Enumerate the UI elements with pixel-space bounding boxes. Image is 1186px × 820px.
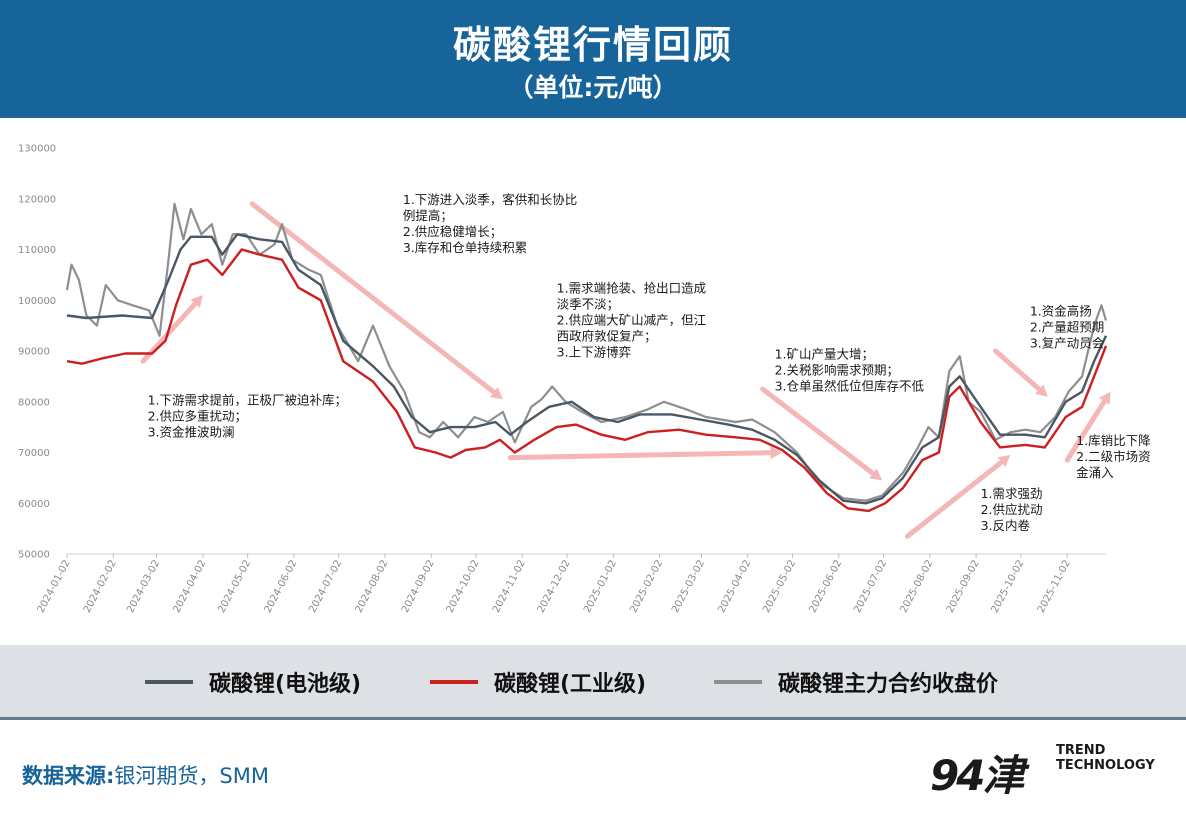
x-axis: 2024-01-02 2024-02-02 2024-03-02 2024-04-02…	[36, 553, 1106, 615]
legend-item-battery: 碳酸锂(电池级)	[145, 667, 361, 697]
legend-swatch-industrial	[430, 680, 478, 684]
annotation-text: 1.需求端抢装、抢出口造成淡季不淡； 2.供应端大矿山减产，但江西政府敦促复产； 3…	[557, 281, 706, 360]
x-tick-label: 2025-02-02	[628, 558, 665, 614]
series-futures	[65, 202, 1108, 502]
logo-text-trend: TREND	[1056, 743, 1106, 758]
x-tick-label: 2025-04-02	[716, 558, 753, 614]
logo-text-technology: TECHNOLOGY	[1056, 758, 1155, 773]
trend-arrow	[507, 446, 783, 461]
x-tick-label: 2025-10-02	[990, 558, 1027, 614]
legend-label-battery: 碳酸锂(电池级)	[209, 672, 362, 697]
trend-arrow	[904, 455, 1011, 539]
annotation-text: 1.下游需求提前，正极厂被迫补库； 2.供应多重扰动； 3.资金推波助澜	[148, 392, 347, 439]
legend-swatch-battery	[145, 680, 193, 684]
x-tick-label: 2024-09-02	[400, 558, 437, 614]
trend-arrows	[140, 201, 1111, 539]
source-label: 数据来源:	[22, 764, 115, 788]
annotation-text: 1.矿山产量大增； 2.关税影响需求预期； 3.仓单虽然低位但库存不低	[775, 347, 925, 394]
legend-label-futures: 碳酸锂主力合约收盘价	[778, 672, 999, 697]
annotation-text: 1.下游进入淡季，客供和长协比例提高； 2.供应稳健增长； 3.库存和仓单持续积累	[403, 192, 577, 255]
annotation-text: 1.库销比下降 2.二级市场资金涌入	[1076, 433, 1151, 480]
x-tick-label: 2024-10-02	[445, 558, 482, 614]
x-tick-label: 2025-11-02	[1036, 558, 1073, 614]
trend-arrow	[993, 348, 1048, 397]
source-value: 银河期货，SMM	[114, 764, 269, 788]
legend-item-futures: 碳酸锂主力合约收盘价	[714, 667, 998, 697]
x-tick-label: 2024-11-02	[491, 558, 528, 614]
legend-item-industrial: 碳酸锂(工业级)	[430, 667, 646, 697]
x-tick-label: 2024-12-02	[536, 558, 573, 614]
logo-mark: 94津	[930, 751, 1024, 800]
data-source: 数据来源:银河期货，SMM	[22, 760, 269, 790]
series-lines	[65, 202, 1108, 513]
x-tick-label: 2024-05-02	[216, 558, 253, 614]
x-tick-label: 2024-07-02	[307, 558, 344, 614]
y-axis: 50000 60000 70000 80000 90000 100000 110000 120…	[18, 144, 56, 561]
trend-arrow	[760, 386, 883, 481]
legend-label-industrial: 碳酸锂(工业级)	[494, 672, 647, 697]
chart-subtitle: （单位:元/吨）	[508, 73, 678, 102]
x-tick-label: 2025-07-02	[852, 558, 889, 614]
y-tick-label: 110000	[18, 245, 56, 256]
x-tick-label: 2025-08-02	[898, 558, 935, 614]
x-tick-label: 2025-09-02	[945, 558, 982, 614]
annotations: 1.下游需求提前，正极厂被迫补库； 2.供应多重扰动； 3.资金推波助澜 1.下游进入…	[148, 192, 1151, 533]
x-tick-label: 2024-04-02	[171, 558, 208, 614]
trend-arrow	[140, 295, 203, 364]
x-tick-label: 2025-03-02	[670, 558, 707, 614]
series-industrial	[66, 248, 1108, 513]
x-tick-label: 2025-01-02	[582, 558, 619, 614]
y-tick-label: 50000	[18, 550, 50, 561]
x-tick-label: 2024-03-02	[125, 558, 162, 614]
y-tick-label: 130000	[18, 144, 56, 155]
x-tick-label: 2024-01-02	[36, 558, 73, 614]
line-chart: 50000 60000 70000 80000 90000 100000 110000 120…	[18, 144, 1151, 615]
legend: 碳酸锂(电池级) 碳酸锂(工业级) 碳酸锂主力合约收盘价	[0, 645, 1186, 720]
y-tick-label: 60000	[18, 499, 50, 510]
title-banner: 碳酸锂行情回顾 （单位:元/吨）	[0, 0, 1186, 118]
annotation-text: 1.资金高扬 2.产量超预期 3.复产动员会	[1030, 303, 1105, 350]
y-tick-label: 120000	[18, 194, 56, 205]
annotation-text: 1.需求强劲 2.供应扰动 3.反内卷	[981, 486, 1043, 533]
x-tick-label: 2024-08-02	[354, 558, 391, 614]
trend-arrow	[249, 201, 503, 400]
legend-swatch-futures	[714, 680, 762, 684]
x-tick-label: 2024-02-02	[82, 558, 119, 614]
y-tick-label: 90000	[18, 347, 50, 358]
y-tick-label: 70000	[18, 448, 50, 459]
y-tick-label: 80000	[18, 397, 50, 408]
x-tick-label: 2025-05-02	[761, 558, 798, 614]
trend-arrow	[1064, 391, 1111, 463]
x-tick-label: 2025-06-02	[807, 558, 844, 614]
brand-logo: 94津 TREND TECHNOLOGY	[930, 740, 1170, 800]
series-battery	[66, 233, 1108, 505]
y-tick-label: 100000	[18, 296, 56, 307]
chart-title: 碳酸锂行情回顾	[452, 23, 733, 67]
x-tick-label: 2024-06-02	[263, 558, 300, 614]
